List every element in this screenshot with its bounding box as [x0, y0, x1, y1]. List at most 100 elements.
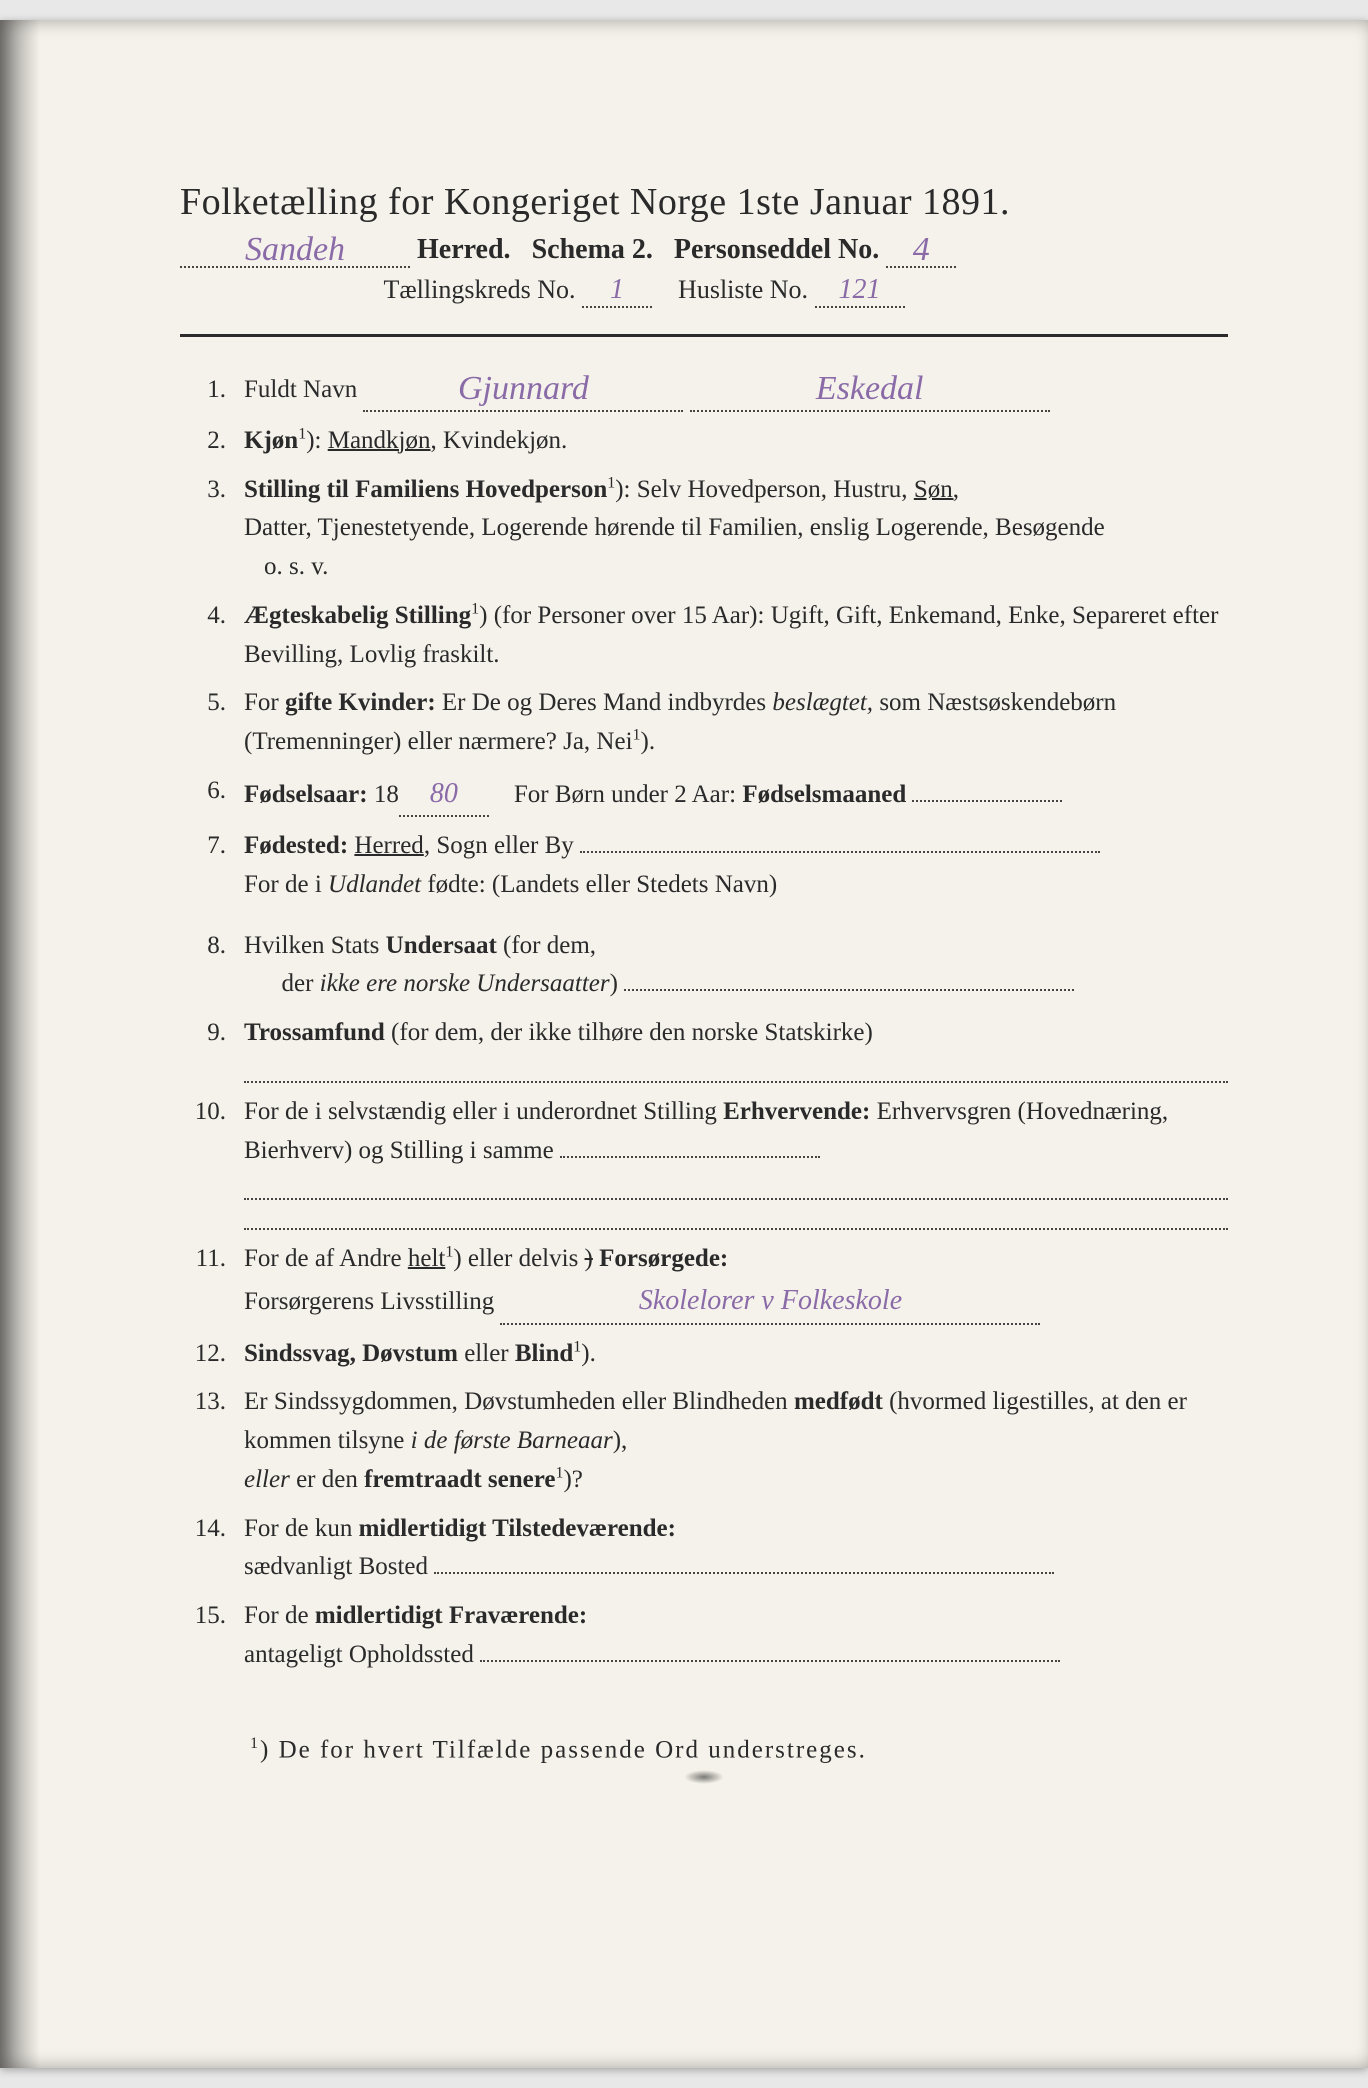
herred-value: Sandeh — [245, 231, 345, 268]
q1-last: Eskedal — [816, 370, 924, 407]
q5-em-a: beslægtet, — [772, 689, 873, 716]
herred-label: Herred. — [417, 234, 511, 265]
husliste-label: Husliste No. — [678, 275, 808, 304]
q12-label-b: Blind — [515, 1340, 573, 1367]
q7-text-b: For de i — [244, 871, 328, 898]
q4-num: 4. — [180, 597, 244, 675]
q8-text-d: ) — [610, 970, 618, 997]
q6-year-field: 80 — [399, 772, 489, 817]
q11-text-c: Forsørgede: — [599, 1245, 728, 1272]
q10-field-b — [244, 1178, 1228, 1200]
q15-label: midlertidigt Fraværende: — [315, 1602, 587, 1629]
q5-label-b: gifte Kvinder: — [285, 689, 436, 716]
q5-label-a: For — [244, 689, 285, 716]
q13-text-a: Er Sindssygdommen, Døvstumheden eller Bl… — [244, 1388, 794, 1415]
q8: 8. Hvilken Stats Undersaat (for dem, der… — [180, 927, 1228, 1005]
taellingskreds-field: 1 — [582, 274, 652, 308]
subtitle-row-2: Tællingskreds No. 1 Husliste No. 121 — [180, 274, 1228, 308]
question-list: 1. Fuldt Navn Gjunnard Eskedal 2. Kjøn1)… — [180, 371, 1228, 1675]
herred-field: Sandeh — [180, 234, 410, 268]
q4: 4. Ægteskabelig Stilling1) (for Personer… — [180, 597, 1228, 675]
q4-label: Ægteskabelig Stilling — [244, 602, 471, 629]
q1-first: Gjunnard — [458, 370, 589, 407]
footnote-text: ) De for hvert Tilfælde passende Ord und… — [260, 1736, 867, 1763]
q5: 5. For gifte Kvinder: Er De og Deres Man… — [180, 684, 1228, 762]
q11-num: 11. — [180, 1240, 244, 1324]
q14-text-b: sædvanligt Bosted — [244, 1553, 428, 1580]
q8-text-b: (for dem, — [497, 932, 596, 959]
taellingskreds-value: 1 — [610, 274, 624, 305]
q15: 15. For de midlertidigt Fraværende: anta… — [180, 1597, 1228, 1675]
q8-label: Undersaat — [386, 932, 497, 959]
q14: 14. For de kun midlertidigt Tilstedevære… — [180, 1510, 1228, 1588]
q10-text-a: For de i selvstændig eller i underordnet… — [244, 1098, 723, 1125]
q6-month-field — [912, 800, 1062, 802]
q2: 2. Kjøn1): Mandkjøn, Kvindekjøn. — [180, 422, 1228, 461]
q11-text-a: For de af Andre — [244, 1245, 408, 1272]
q7-text-c: fødte: (Landets eller Stedets Navn) — [421, 871, 777, 898]
q13-text-e: )? — [563, 1466, 582, 1493]
q13-text-c: ), — [613, 1427, 628, 1454]
q12-label: Sindssvag, Døvstum — [244, 1340, 458, 1367]
q2-sup: 1 — [298, 425, 306, 442]
q13-em-a: i de første Barneaar — [411, 1427, 613, 1454]
schema-label: Schema 2. — [532, 234, 653, 265]
q14-text-a: For de kun — [244, 1515, 359, 1542]
q8-em: ikke ere norske Undersaatter — [320, 970, 610, 997]
q11-text-b: ) eller delvis — [453, 1245, 578, 1272]
q6-label-b: For Børn under 2 Aar: — [514, 781, 742, 808]
page-title: Folketælling for Kongeriget Norge 1ste J… — [180, 180, 1228, 224]
q15-num: 15. — [180, 1597, 244, 1675]
q13-text-d: er den — [290, 1466, 364, 1493]
q3-text-b: Datter, Tjenestetyende, Logerende hørend… — [244, 514, 1105, 541]
q11-text-d: Forsørgerens Livsstilling — [244, 1288, 494, 1315]
q5-text-a: Er De og Deres Mand indbyrdes — [436, 689, 773, 716]
personseddel-label: Personseddel No. — [674, 234, 879, 265]
q12-text-b: ). — [581, 1340, 596, 1367]
q2-underlined: Mandkjøn — [328, 427, 431, 454]
q1-num: 1. — [180, 371, 244, 412]
q3-text-c: o. s. v. — [244, 553, 328, 580]
q13-label-a: medfødt — [794, 1388, 883, 1415]
census-form-page: Folketælling for Kongeriget Norge 1ste J… — [0, 20, 1368, 2068]
q10: 10. For de i selvstændig eller i underor… — [180, 1093, 1228, 1231]
q5-text-c: ). — [641, 728, 656, 755]
q10-field-c — [244, 1208, 1228, 1230]
q10-num: 10. — [180, 1093, 244, 1231]
q11-value: Skolelorer v Folkeskole — [639, 1285, 902, 1316]
q8-text-a: Hvilken Stats — [244, 932, 386, 959]
q11-underlined: helt — [408, 1245, 446, 1272]
q1-first-field: Gjunnard — [363, 371, 683, 412]
q12-text-a: eller — [458, 1340, 515, 1367]
q7-underlined: Herred — [354, 832, 423, 859]
divider-line — [180, 334, 1228, 337]
q7: 7. Fødested: Herred, Sogn eller By For d… — [180, 827, 1228, 905]
husliste-field: 121 — [815, 274, 905, 308]
q9-text: (for dem, der ikke tilhøre den norske St… — [385, 1019, 873, 1046]
q10-label-a: Erhvervende: — [723, 1098, 870, 1125]
q12-num: 12. — [180, 1335, 244, 1374]
q11-strike: ) — [585, 1245, 593, 1272]
q5-sup: 1 — [633, 727, 641, 744]
husliste-value: 121 — [839, 274, 881, 305]
q13-em-b: eller — [244, 1466, 290, 1493]
q8-field — [624, 989, 1074, 991]
q6: 6. Fødselsaar: 1880 For Børn under 2 Aar… — [180, 772, 1228, 817]
q1-label: Fuldt Navn — [244, 376, 357, 403]
q13-num: 13. — [180, 1383, 244, 1499]
q3-underlined: Søn, — [914, 476, 959, 503]
q3-label: Stilling til Familiens Hovedperson — [244, 476, 607, 503]
personseddel-field: 4 — [886, 234, 956, 268]
q8-text-c: der — [282, 970, 320, 997]
q11-field: Skolelorer v Folkeskole — [500, 1279, 1040, 1324]
q15-text-a: For de — [244, 1602, 315, 1629]
q15-text-b: antageligt Opholdssted — [244, 1641, 474, 1668]
q13-label-b: fremtraadt senere — [364, 1466, 555, 1493]
q4-sup: 1 — [471, 600, 479, 617]
q6-num: 6. — [180, 772, 244, 817]
q14-field — [434, 1572, 1054, 1574]
taellingskreds-label: Tællingskreds No. — [383, 275, 575, 304]
q6-prefix: 18 — [368, 781, 399, 808]
footnote-sup: 1 — [250, 1735, 260, 1752]
q14-num: 14. — [180, 1510, 244, 1588]
